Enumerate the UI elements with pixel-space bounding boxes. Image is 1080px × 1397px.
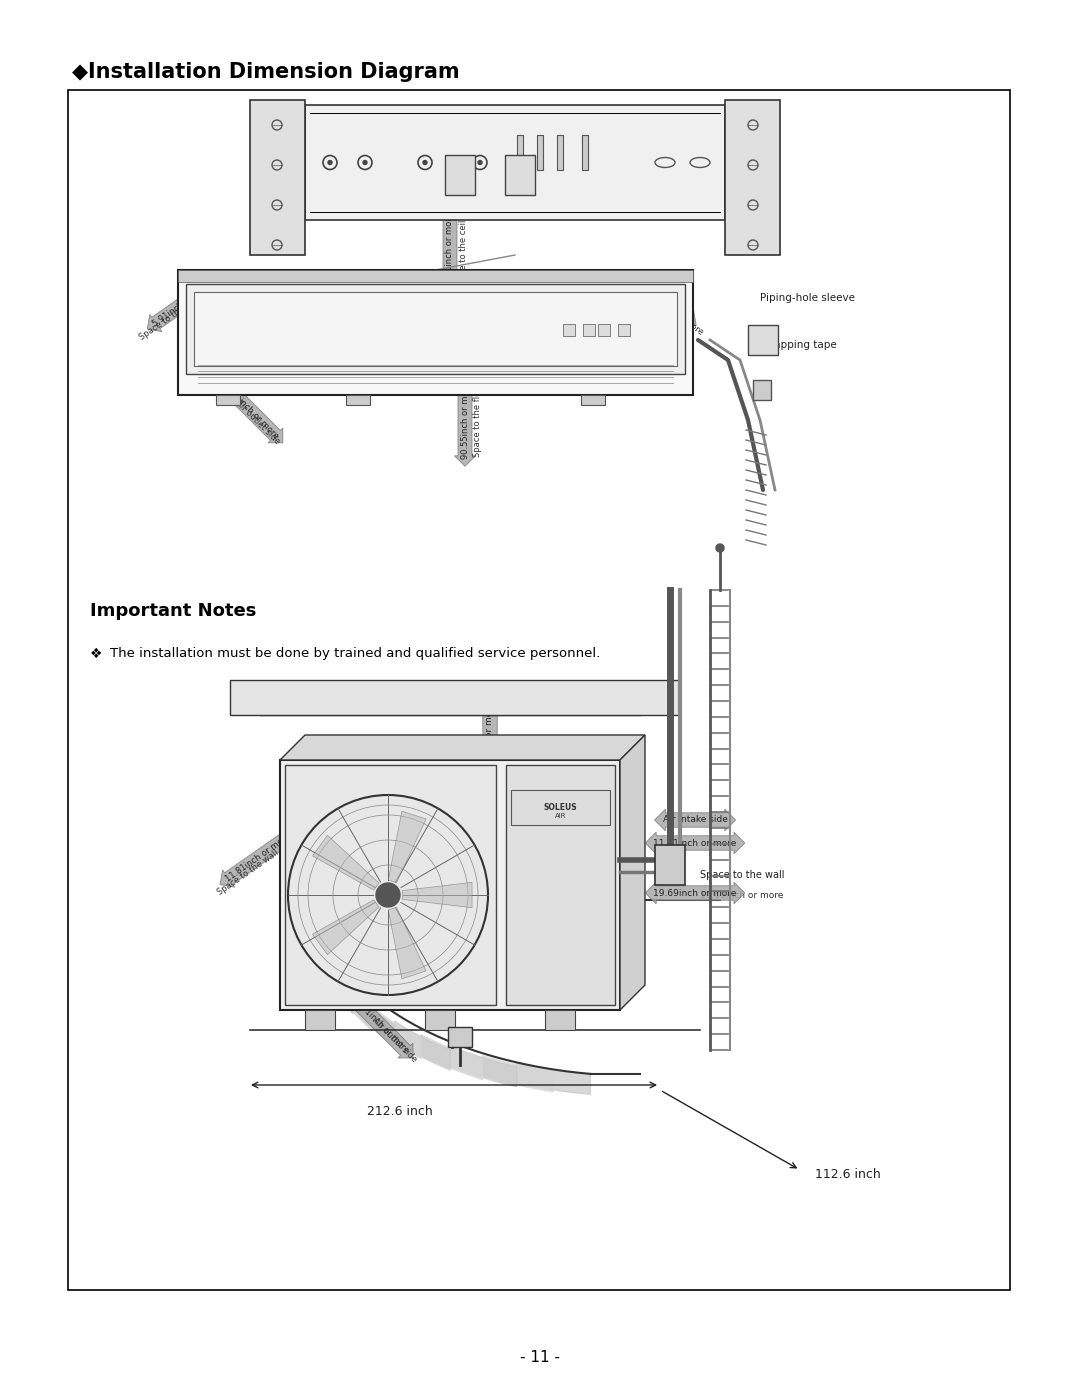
Polygon shape	[388, 812, 426, 883]
Bar	[445, 155, 475, 196]
Text: Important Notes: Important Notes	[90, 602, 256, 620]
Text: SOLEUS: SOLEUS	[543, 802, 578, 812]
Bar	[505, 155, 535, 196]
Bar	[545, 1010, 575, 1030]
Text: Wrapping tape: Wrapping tape	[760, 339, 837, 351]
Bar	[285, 766, 496, 1004]
Bar	[583, 324, 595, 337]
Bar	[305, 1010, 335, 1030]
Text: Air outlet side: Air outlet side	[372, 1016, 419, 1065]
Circle shape	[716, 543, 724, 552]
Text: Space to the wall: Space to the wall	[216, 848, 281, 897]
Bar	[753, 380, 771, 400]
Text: 118.11inch or more: 118.11inch or more	[216, 376, 281, 440]
Text: - 11 -: - 11 -	[519, 1351, 561, 1365]
Bar	[563, 324, 575, 337]
Bar	[725, 101, 780, 256]
Bar	[346, 395, 370, 405]
Bar	[582, 136, 588, 170]
Text: Space to the wall: Space to the wall	[138, 293, 202, 342]
Bar	[448, 1027, 472, 1046]
Polygon shape	[312, 835, 379, 890]
Bar	[216, 395, 240, 405]
Text: 19.69inch or more: 19.69inch or more	[486, 701, 495, 785]
Bar	[557, 136, 563, 170]
Text: 19.69inch or more: 19.69inch or more	[700, 890, 783, 900]
Polygon shape	[280, 735, 645, 760]
Bar	[618, 324, 630, 337]
Bar	[194, 292, 677, 366]
Text: ◆Installation Dimension Diagram: ◆Installation Dimension Diagram	[72, 61, 460, 82]
Bar	[654, 845, 685, 886]
Text: 112.6 inch: 112.6 inch	[815, 1168, 881, 1182]
Bar	[178, 270, 693, 282]
Text: 5.91inch or more: 5.91inch or more	[151, 279, 215, 328]
Bar	[748, 326, 778, 355]
Text: 11.81inch or more: 11.81inch or more	[653, 838, 737, 848]
Bar	[426, 1010, 455, 1030]
Text: 90.55inch or more: 90.55inch or more	[460, 381, 470, 458]
Bar	[249, 101, 305, 256]
Text: AIR: AIR	[555, 813, 566, 819]
Bar	[280, 760, 620, 1010]
Text: Air intake side: Air intake side	[662, 816, 728, 824]
Text: 5.91inch or more: 5.91inch or more	[642, 289, 705, 337]
Bar	[511, 789, 610, 826]
Polygon shape	[312, 900, 379, 954]
Bar	[598, 324, 610, 337]
Circle shape	[328, 161, 332, 165]
Text: Space to the wall: Space to the wall	[700, 870, 784, 880]
Text: Air outlet side: Air outlet side	[234, 398, 282, 446]
Bar	[581, 395, 605, 405]
Text: Piping-hole sleeve: Piping-hole sleeve	[760, 293, 855, 303]
Bar	[178, 270, 693, 395]
Bar	[507, 766, 615, 1004]
Bar	[305, 105, 725, 219]
Text: ❖: ❖	[90, 647, 103, 661]
Text: Space to the cover: Space to the cover	[512, 739, 597, 747]
Text: Space to the wall: Space to the wall	[627, 275, 692, 324]
Bar	[186, 284, 685, 374]
Text: 5.91inch or more: 5.91inch or more	[446, 212, 455, 284]
Bar	[68, 89, 1010, 1289]
Text: 11.81inch or more: 11.81inch or more	[224, 833, 293, 884]
Text: 19.71inch or more: 19.71inch or more	[350, 995, 410, 1056]
Text: Space to the ceiling: Space to the ceiling	[459, 207, 468, 289]
Circle shape	[423, 161, 427, 165]
Polygon shape	[403, 883, 472, 908]
Polygon shape	[388, 907, 426, 979]
Text: 212.6 inch: 212.6 inch	[367, 1105, 433, 1118]
Bar	[517, 136, 523, 170]
Text: 19.69inch or more: 19.69inch or more	[653, 888, 737, 897]
Circle shape	[376, 883, 400, 907]
Text: The installation must be done by trained and qualified service personnel.: The installation must be done by trained…	[110, 647, 600, 659]
Text: Space to the floor: Space to the floor	[473, 383, 483, 457]
Circle shape	[363, 161, 367, 165]
Polygon shape	[230, 680, 680, 715]
Circle shape	[478, 161, 482, 165]
Bar	[537, 136, 543, 170]
Polygon shape	[620, 735, 645, 1010]
